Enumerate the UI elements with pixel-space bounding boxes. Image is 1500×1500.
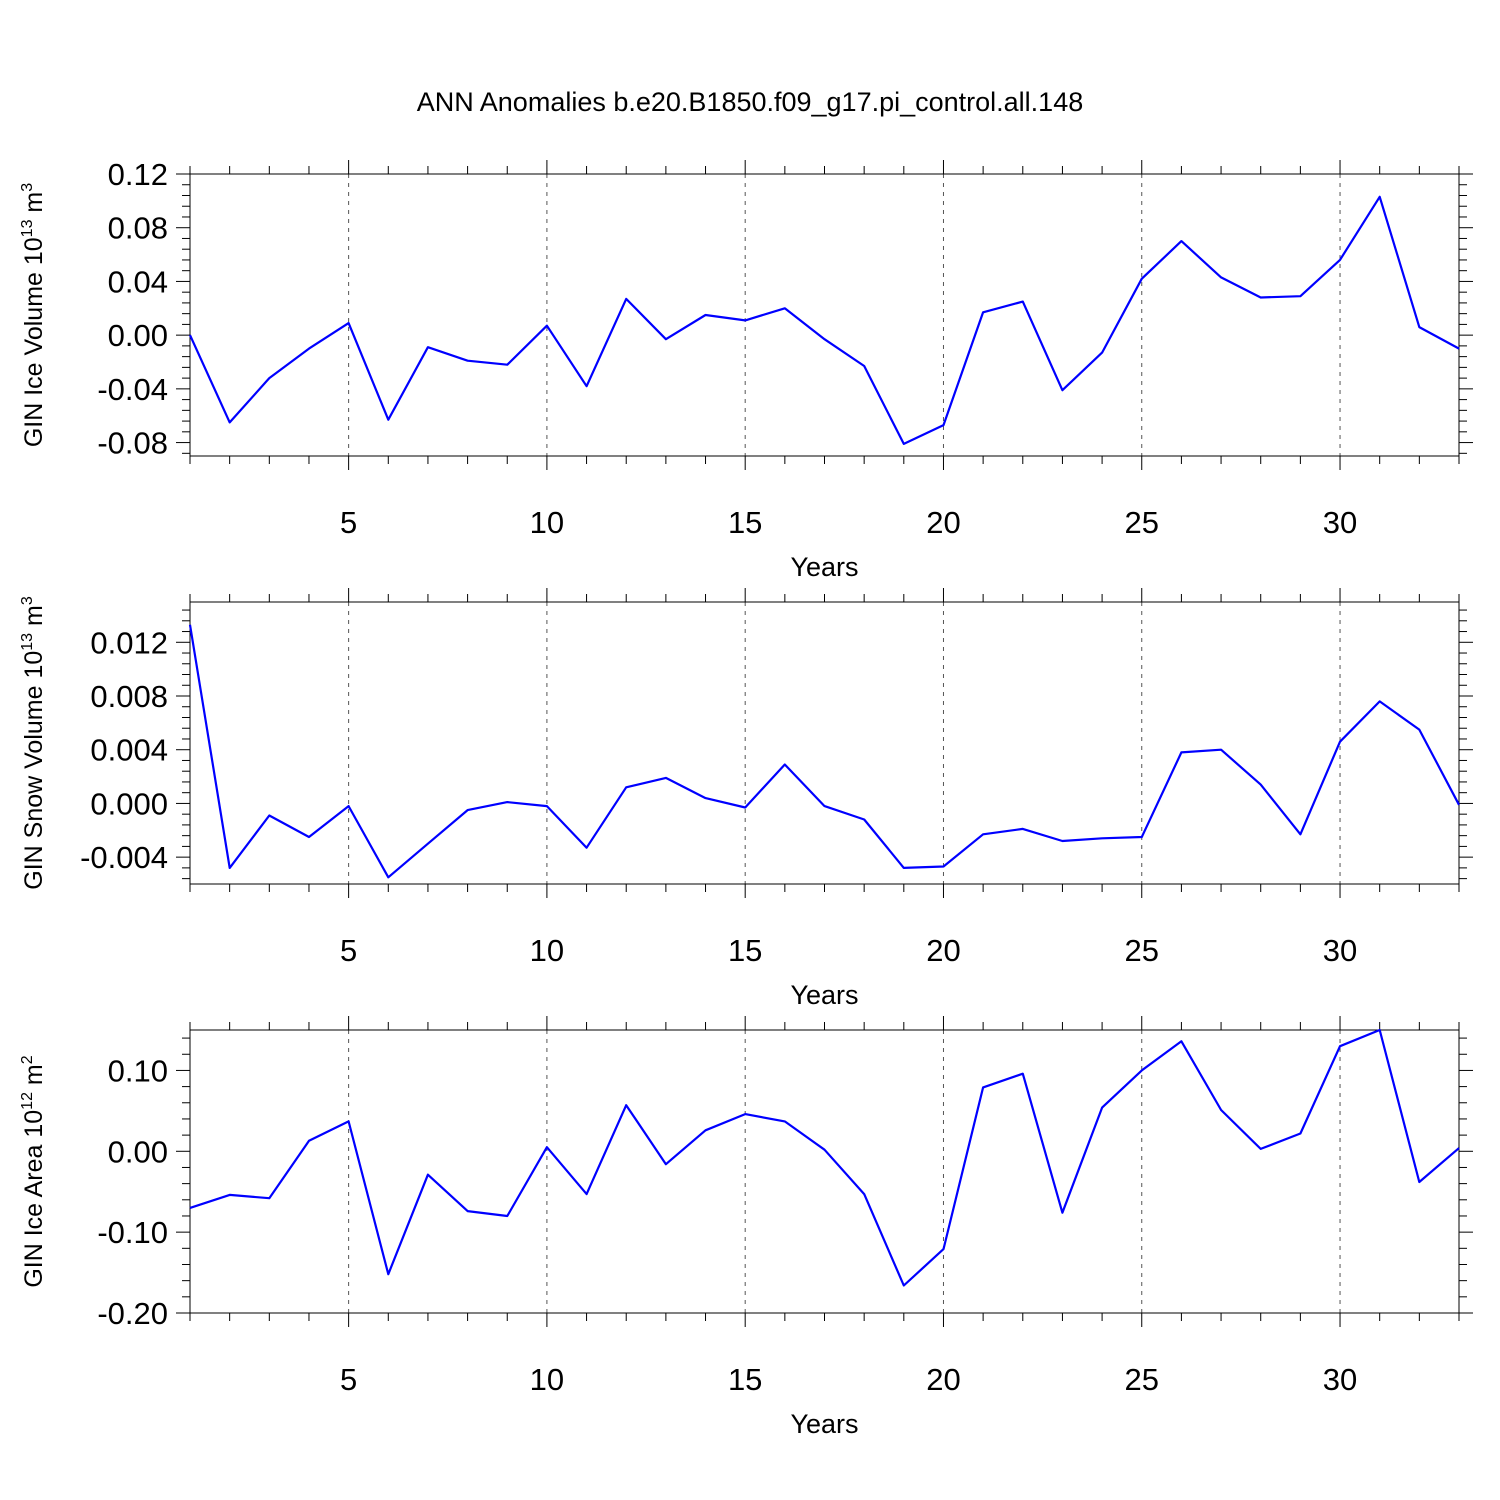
y-tick-label: 0.000 xyxy=(90,786,168,821)
x-tick-label: 20 xyxy=(926,933,960,968)
x-tick-label: 15 xyxy=(728,933,762,968)
y-axis-title-superscript: 3 xyxy=(19,596,36,605)
y-axis-title-superscript: 13 xyxy=(19,219,36,237)
y-tick-label: 0.12 xyxy=(108,157,168,192)
chart-panels: -0.08-0.040.000.040.080.125 10 15 20 25 30Yea… xyxy=(19,157,1473,1439)
series-line xyxy=(188,195,1460,445)
y-axis-title-superscript: 12 xyxy=(19,1092,36,1110)
y-tick-label: 0.04 xyxy=(108,264,168,299)
series-line xyxy=(188,624,1460,879)
x-axis-title: Years xyxy=(790,1409,858,1439)
x-tick-label: 25 xyxy=(1125,1362,1159,1397)
x-axis-title: Years xyxy=(790,980,858,1010)
y-axis-title-part: m xyxy=(20,192,48,220)
series-line xyxy=(189,1028,1460,1287)
y-axis-title-part: GIN Ice Volume 10 xyxy=(20,237,48,447)
x-tick-label: 10 xyxy=(530,505,564,540)
y-tick-label: -0.08 xyxy=(97,426,168,461)
x-tick-label: 5 xyxy=(340,1362,357,1397)
y-axis-title-part: GIN Ice Area 10 xyxy=(20,1110,48,1288)
y-tick-label: -0.10 xyxy=(97,1215,168,1250)
y-axis-title-superscript: 13 xyxy=(19,633,36,651)
x-tick-label: 10 xyxy=(530,933,564,968)
y-tick-label: 0.08 xyxy=(108,211,168,246)
x-tick-label: 20 xyxy=(926,505,960,540)
x-tick-label: 25 xyxy=(1125,505,1159,540)
plot-frame xyxy=(189,601,1460,885)
y-tick-label: 0.00 xyxy=(108,318,168,353)
x-tick-label: 20 xyxy=(926,1362,960,1397)
y-axis-title: GIN Ice Volume 1013 m3 xyxy=(19,183,48,447)
x-tick-label: 15 xyxy=(728,1362,762,1397)
x-tick-label: 10 xyxy=(530,1362,564,1397)
panel-1: -0.08 -0.04 0.00 0.04 0.08 0.12 5 10 15 20 25 30 Yea… xyxy=(19,157,1473,582)
panel-3: -0.20 -0.10 0.00 0.10 5 10 15 20 25 30 Years GIN Ic… xyxy=(19,1016,1473,1439)
y-tick-label: -0.20 xyxy=(97,1296,168,1331)
y-axis-title-part: m xyxy=(20,605,48,633)
x-tick-label: 5 xyxy=(340,505,357,540)
y-tick-label: 0.00 xyxy=(108,1134,168,1169)
panel-2: -0.004 0.000 0.004 0.008 0.012 5 10 15 20 25 30 Yea… xyxy=(19,588,1473,1010)
y-tick-label: -0.004 xyxy=(80,840,168,875)
y-axis-title-superscript: 3 xyxy=(19,183,36,192)
x-tick-label: 30 xyxy=(1323,933,1357,968)
y-axis-title: GIN Snow Volume 1013 m3 xyxy=(19,596,48,890)
x-axis-title: Years xyxy=(790,552,858,582)
y-tick-label: 0.012 xyxy=(90,625,168,660)
plot-frame xyxy=(189,1029,1460,1314)
y-axis-title-part: GIN Snow Volume 10 xyxy=(20,651,48,890)
y-tick-label: 0.008 xyxy=(90,679,168,714)
x-tick-label: 30 xyxy=(1323,1362,1357,1397)
y-axis-title-part: m xyxy=(20,1064,48,1092)
plot-frame xyxy=(189,173,1460,457)
y-tick-label: 0.004 xyxy=(90,733,168,768)
y-axis-title-superscript: 2 xyxy=(19,1055,36,1064)
y-tick-label: 0.10 xyxy=(108,1053,168,1088)
x-tick-label: 15 xyxy=(728,505,762,540)
x-tick-label: 30 xyxy=(1323,505,1357,540)
x-tick-label: 5 xyxy=(340,933,357,968)
y-axis-title: GIN Ice Area 1012 m2 xyxy=(19,1055,48,1287)
y-tick-label: -0.04 xyxy=(97,372,168,407)
x-tick-label: 25 xyxy=(1125,933,1159,968)
chart-title: ANN Anomalies b.e20.B1850.f09_g17.pi_con… xyxy=(417,87,1083,117)
